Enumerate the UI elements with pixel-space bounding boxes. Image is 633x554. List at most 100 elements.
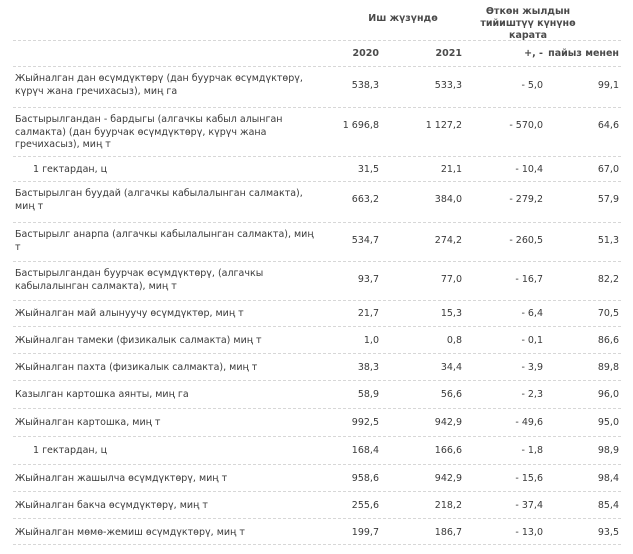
table-header-groups: Иш жүзүндө Өткөн жылдын тийиштүү күнүнө …: [13, 0, 621, 41]
row-label: Казылган картошка аянты, миң га: [15, 389, 189, 400]
value-diff: - 260,5: [509, 235, 543, 246]
value-2020: 992,5: [351, 417, 379, 428]
row-label: Жыйналган картошка, миң т: [15, 417, 161, 428]
value-2020: 168,4: [351, 445, 379, 456]
table-row: Бастырылгандан - бардыгы (алгачкы кабыл …: [13, 108, 621, 157]
column-header-2021: 2021: [435, 48, 462, 59]
header-group-previous-year: Өткөн жылдын тийиштүү күнүнө карата: [480, 6, 576, 41]
row-label: Жыйналган бакча өсүмдүктөрү, миң т: [15, 500, 208, 511]
value-2021: 186,7: [434, 527, 462, 538]
value-2020: 663,2: [351, 194, 379, 205]
value-diff: - 0,1: [521, 335, 543, 346]
value-diff: - 2,3: [521, 389, 543, 400]
row-label: Бастырылг анарпа (алгачкы кабылалынган с…: [15, 229, 314, 253]
statistics-table: Иш жүзүндө Өткөн жылдын тийиштүү күнүнө …: [13, 0, 621, 545]
value-percent: 93,5: [597, 527, 619, 538]
row-label: Жыйналган жашылча өсүмдүктөрү, миң т: [15, 473, 228, 484]
value-2020: 958,6: [351, 473, 379, 484]
value-diff: - 3,9: [521, 362, 543, 373]
value-percent: 67,0: [597, 164, 619, 175]
value-diff: - 1,8: [521, 445, 543, 456]
value-2020: 538,3: [351, 80, 379, 91]
value-2021: 942,9: [434, 473, 462, 484]
value-2021: 274,2: [434, 235, 462, 246]
table-row: Жыйналган жашылча өсүмдүктөрү, миң т 958,…: [13, 465, 621, 492]
column-header-percent: пайыз менен: [548, 48, 619, 59]
value-diff: - 5,0: [521, 80, 543, 91]
row-label: Жыйналган тамеки (физикалык салмакта) ми…: [15, 335, 262, 346]
value-2021: 166,6: [434, 445, 462, 456]
table-row: Бастырылган буудай (алгачкы кабылалынган…: [13, 182, 621, 223]
value-2020: 93,7: [357, 274, 379, 285]
row-label: Жыйналган мөмө-жемиш өсүмдүктөрү, миң т: [15, 527, 245, 538]
value-2020: 199,7: [351, 527, 379, 538]
table-row: 1 гектардан, ц 31,5 21,1 - 10,4 67,0: [13, 157, 621, 182]
value-2020: 534,7: [351, 235, 379, 246]
row-label: Жыйналган май алынуучу өсүмдүктөр, миң т: [15, 308, 244, 319]
table-body: Жыйналган дан өсүмдүктөрү (дан буурчак ө…: [13, 67, 621, 545]
value-percent: 99,1: [597, 80, 619, 91]
table-row: Бастырылг анарпа (алгачкы кабылалынган с…: [13, 223, 621, 262]
table-row: Жыйналган картошка, миң т 992,5 942,9 - 49,…: [13, 409, 621, 437]
value-2021: 384,0: [434, 194, 462, 205]
row-label: Жыйналган пахта (физикалык салмакта), ми…: [15, 362, 258, 373]
value-2020: 58,9: [357, 389, 379, 400]
table-row: Жыйналган бакча өсүмдүктөрү, миң т 255,6 2…: [13, 492, 621, 519]
row-label: Бастырылган буудай (алгачкы кабылалынган…: [15, 188, 303, 212]
value-percent: 86,6: [597, 335, 619, 346]
table-header-columns: 2020 2021 +, - пайыз менен: [13, 41, 621, 67]
value-percent: 82,2: [597, 274, 619, 285]
value-diff: - 37,4: [515, 500, 543, 511]
value-diff: - 279,2: [509, 194, 543, 205]
value-percent: 98,4: [597, 473, 619, 484]
value-2020: 21,7: [357, 308, 379, 319]
value-diff: - 10,4: [515, 164, 543, 175]
value-diff: - 13,0: [515, 527, 543, 538]
row-label: Жыйналган дан өсүмдүктөрү (дан буурчак ө…: [15, 73, 303, 97]
value-2021: 34,4: [440, 362, 462, 373]
value-diff: - 6,4: [521, 308, 543, 319]
table-row: Жыйналган мөмө-жемиш өсүмдүктөрү, миң т 1…: [13, 519, 621, 545]
table-row: Жыйналган дан өсүмдүктөрү (дан буурчак ө…: [13, 67, 621, 108]
value-percent: 95,0: [597, 417, 619, 428]
value-2020: 38,3: [357, 362, 379, 373]
table-row: Жыйналган май алынуучу өсүмдүктөр, миң т…: [13, 301, 621, 327]
table-row: Казылган картошка аянты, миң га 58,9 56,6 -…: [13, 381, 621, 409]
table-row: 1 гектардан, ц 168,4 166,6 - 1,8 98,9: [13, 437, 621, 465]
value-2020: 1,0: [363, 335, 379, 346]
value-percent: 57,9: [597, 194, 619, 205]
row-label: 1 гектардан, ц: [33, 445, 108, 456]
value-2021: 533,3: [434, 80, 462, 91]
table-row: Жыйналган тамеки (физикалык салмакта) ми…: [13, 327, 621, 354]
value-percent: 85,4: [597, 500, 619, 511]
row-label: Бастырылгандан буурчак өсүмдүктөрү, (алг…: [15, 268, 264, 292]
row-label: Бастырылгандан - бардыгы (алгачкы кабыл …: [15, 114, 283, 150]
value-2021: 56,6: [440, 389, 462, 400]
table-row: Бастырылгандан буурчак өсүмдүктөрү, (алг…: [13, 262, 621, 301]
value-percent: 64,6: [597, 120, 619, 131]
value-2021: 15,3: [440, 308, 462, 319]
value-2021: 77,0: [440, 274, 462, 285]
value-2021: 21,1: [440, 164, 462, 175]
value-percent: 51,3: [597, 235, 619, 246]
value-2021: 218,2: [434, 500, 462, 511]
column-header-diff: +, -: [524, 48, 543, 59]
value-percent: 96,0: [597, 389, 619, 400]
value-diff: - 16,7: [515, 274, 543, 285]
value-diff: - 15,6: [515, 473, 543, 484]
header-group-actual: Иш жүзүндө: [368, 13, 438, 24]
value-2021: 942,9: [434, 417, 462, 428]
value-percent: 89,8: [597, 362, 619, 373]
column-header-2020: 2020: [352, 48, 379, 59]
table-row: Жыйналган пахта (физикалык салмакта), ми…: [13, 354, 621, 381]
value-percent: 70,5: [597, 308, 619, 319]
value-2020: 31,5: [357, 164, 379, 175]
value-2021: 0,8: [446, 335, 462, 346]
value-diff: - 570,0: [509, 120, 543, 131]
value-2020: 1 696,8: [342, 120, 379, 131]
row-label: 1 гектардан, ц: [33, 164, 108, 175]
value-percent: 98,9: [597, 445, 619, 456]
value-diff: - 49,6: [515, 417, 543, 428]
value-2020: 255,6: [351, 500, 379, 511]
value-2021: 1 127,2: [425, 120, 462, 131]
